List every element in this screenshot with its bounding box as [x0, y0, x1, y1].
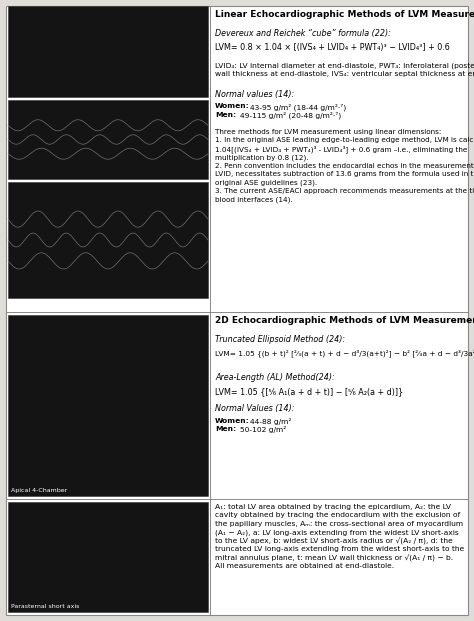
Text: Devereux and Reichek “cube” formula (22):: Devereux and Reichek “cube” formula (22)… — [215, 29, 391, 38]
Text: Truncated Ellipsoid Method (24):: Truncated Ellipsoid Method (24): — [215, 335, 345, 344]
Text: LVM= 1.05 {[⁵⁄₆ A₁(a + d + t)] − [⁵⁄₆ A₂(a + d)]}: LVM= 1.05 {[⁵⁄₆ A₁(a + d + t)] − [⁵⁄₆ A₂… — [215, 388, 403, 396]
Text: 1. In the original ASE leading edge-to-leading edge method, LVM is calculated as: 1. In the original ASE leading edge-to-l… — [215, 137, 474, 143]
Text: Men:: Men: — [215, 426, 236, 432]
Text: Normal Values (14):: Normal Values (14): — [215, 404, 294, 414]
Text: Area-Length (AL) Method(24):: Area-Length (AL) Method(24): — [215, 373, 335, 382]
Text: cavity obtained by tracing the endocardium with the exclusion of: cavity obtained by tracing the endocardi… — [215, 512, 460, 519]
Text: Men:: Men: — [215, 112, 236, 117]
Text: Parasternal short axis: Parasternal short axis — [11, 604, 79, 609]
Text: 2. Penn convention includes the endocardial echos in the measurement of: 2. Penn convention includes the endocard… — [215, 163, 474, 169]
Text: the papillary muscles, Aₘ: the cross-sectional area of myocardium: the papillary muscles, Aₘ: the cross-sec… — [215, 521, 463, 527]
Bar — [8, 182, 208, 298]
Text: LVID, necessitates subtraction of 13.6 grams from the formula used in the: LVID, necessitates subtraction of 13.6 g… — [215, 171, 474, 177]
Text: 3. The current ASE/EACI approach recommends measurements at the tissue-: 3. The current ASE/EACI approach recomme… — [215, 188, 474, 194]
Text: blood interfaces (14).: blood interfaces (14). — [215, 197, 292, 203]
Text: wall thickness at end-diastole, IVS₄: ventricular septal thickness at end-diasto: wall thickness at end-diastole, IVS₄: ve… — [215, 71, 474, 77]
Text: Normal values (14):: Normal values (14): — [215, 90, 294, 99]
Text: LVID₄: LV internal diameter at end-diastole, PWT₄: inferolateral (posterior) LV: LVID₄: LV internal diameter at end-diast… — [215, 62, 474, 69]
Text: original ASE guidelines (23).: original ASE guidelines (23). — [215, 179, 317, 186]
Text: 50-102 g/m²: 50-102 g/m² — [240, 426, 286, 433]
Text: Apical 4-Chamber: Apical 4-Chamber — [11, 488, 67, 493]
Bar — [8, 315, 208, 496]
Text: Linear Echocardiographic Methods of LVM Measurement:: Linear Echocardiographic Methods of LVM … — [215, 10, 474, 19]
Bar — [8, 502, 208, 612]
Text: 49-115 g/m² (20-48 g/m²·⁷): 49-115 g/m² (20-48 g/m²·⁷) — [240, 112, 341, 119]
Text: to the LV apex, b: widest LV short-axis radius or √(A₂ / π), d: the: to the LV apex, b: widest LV short-axis … — [215, 538, 453, 545]
Text: All measurements are obtained at end-diastole.: All measurements are obtained at end-dia… — [215, 563, 394, 569]
Text: truncated LV long-axis extending from the widest short-axis to the: truncated LV long-axis extending from th… — [215, 546, 464, 553]
Text: 43-95 g/m² (18-44 g/m²·⁷): 43-95 g/m² (18-44 g/m²·⁷) — [250, 103, 346, 111]
Text: Three methods for LVM measurement using linear dimensions:: Three methods for LVM measurement using … — [215, 129, 441, 135]
Text: mitral annulus plane, t: mean LV wall thickness or √(A₁ / π) − b.: mitral annulus plane, t: mean LV wall th… — [215, 555, 453, 562]
Bar — [8, 6, 208, 97]
Text: Women:: Women: — [215, 103, 250, 109]
Text: A₁: total LV area obtained by tracing the epicardium, A₂: the LV: A₁: total LV area obtained by tracing th… — [215, 504, 451, 510]
Text: 44-88 g/m²: 44-88 g/m² — [250, 418, 292, 425]
Text: 1.04[(IVS₄ + LVID₄ + PWT₄)³ - LVID₄³] + 0.6 gram –i.e., eliminating the: 1.04[(IVS₄ + LVID₄ + PWT₄)³ - LVID₄³] + … — [215, 146, 467, 153]
Text: multiplication by 0.8 (12).: multiplication by 0.8 (12). — [215, 154, 309, 161]
Text: LVM= 0.8 × 1.04 × [(IVS₄ + LVID₄ + PWT₄)³ − LVID₄³] + 0.6: LVM= 0.8 × 1.04 × [(IVS₄ + LVID₄ + PWT₄)… — [215, 43, 450, 52]
Bar — [8, 100, 208, 179]
Text: LVM= 1.05 {(b + t)² [²⁄₃(a + t) + d − d³/3(a+t)²] − b² [²⁄₃a + d − d³/3a²]}: LVM= 1.05 {(b + t)² [²⁄₃(a + t) + d − d³… — [215, 349, 474, 357]
Text: (A₁ − A₂), a: LV long-axis extending from the widest LV short-axis: (A₁ − A₂), a: LV long-axis extending fro… — [215, 530, 459, 536]
Text: Women:: Women: — [215, 418, 250, 424]
Text: 2D Echocardiographic Methods of LVM Measurement:: 2D Echocardiographic Methods of LVM Meas… — [215, 316, 474, 325]
